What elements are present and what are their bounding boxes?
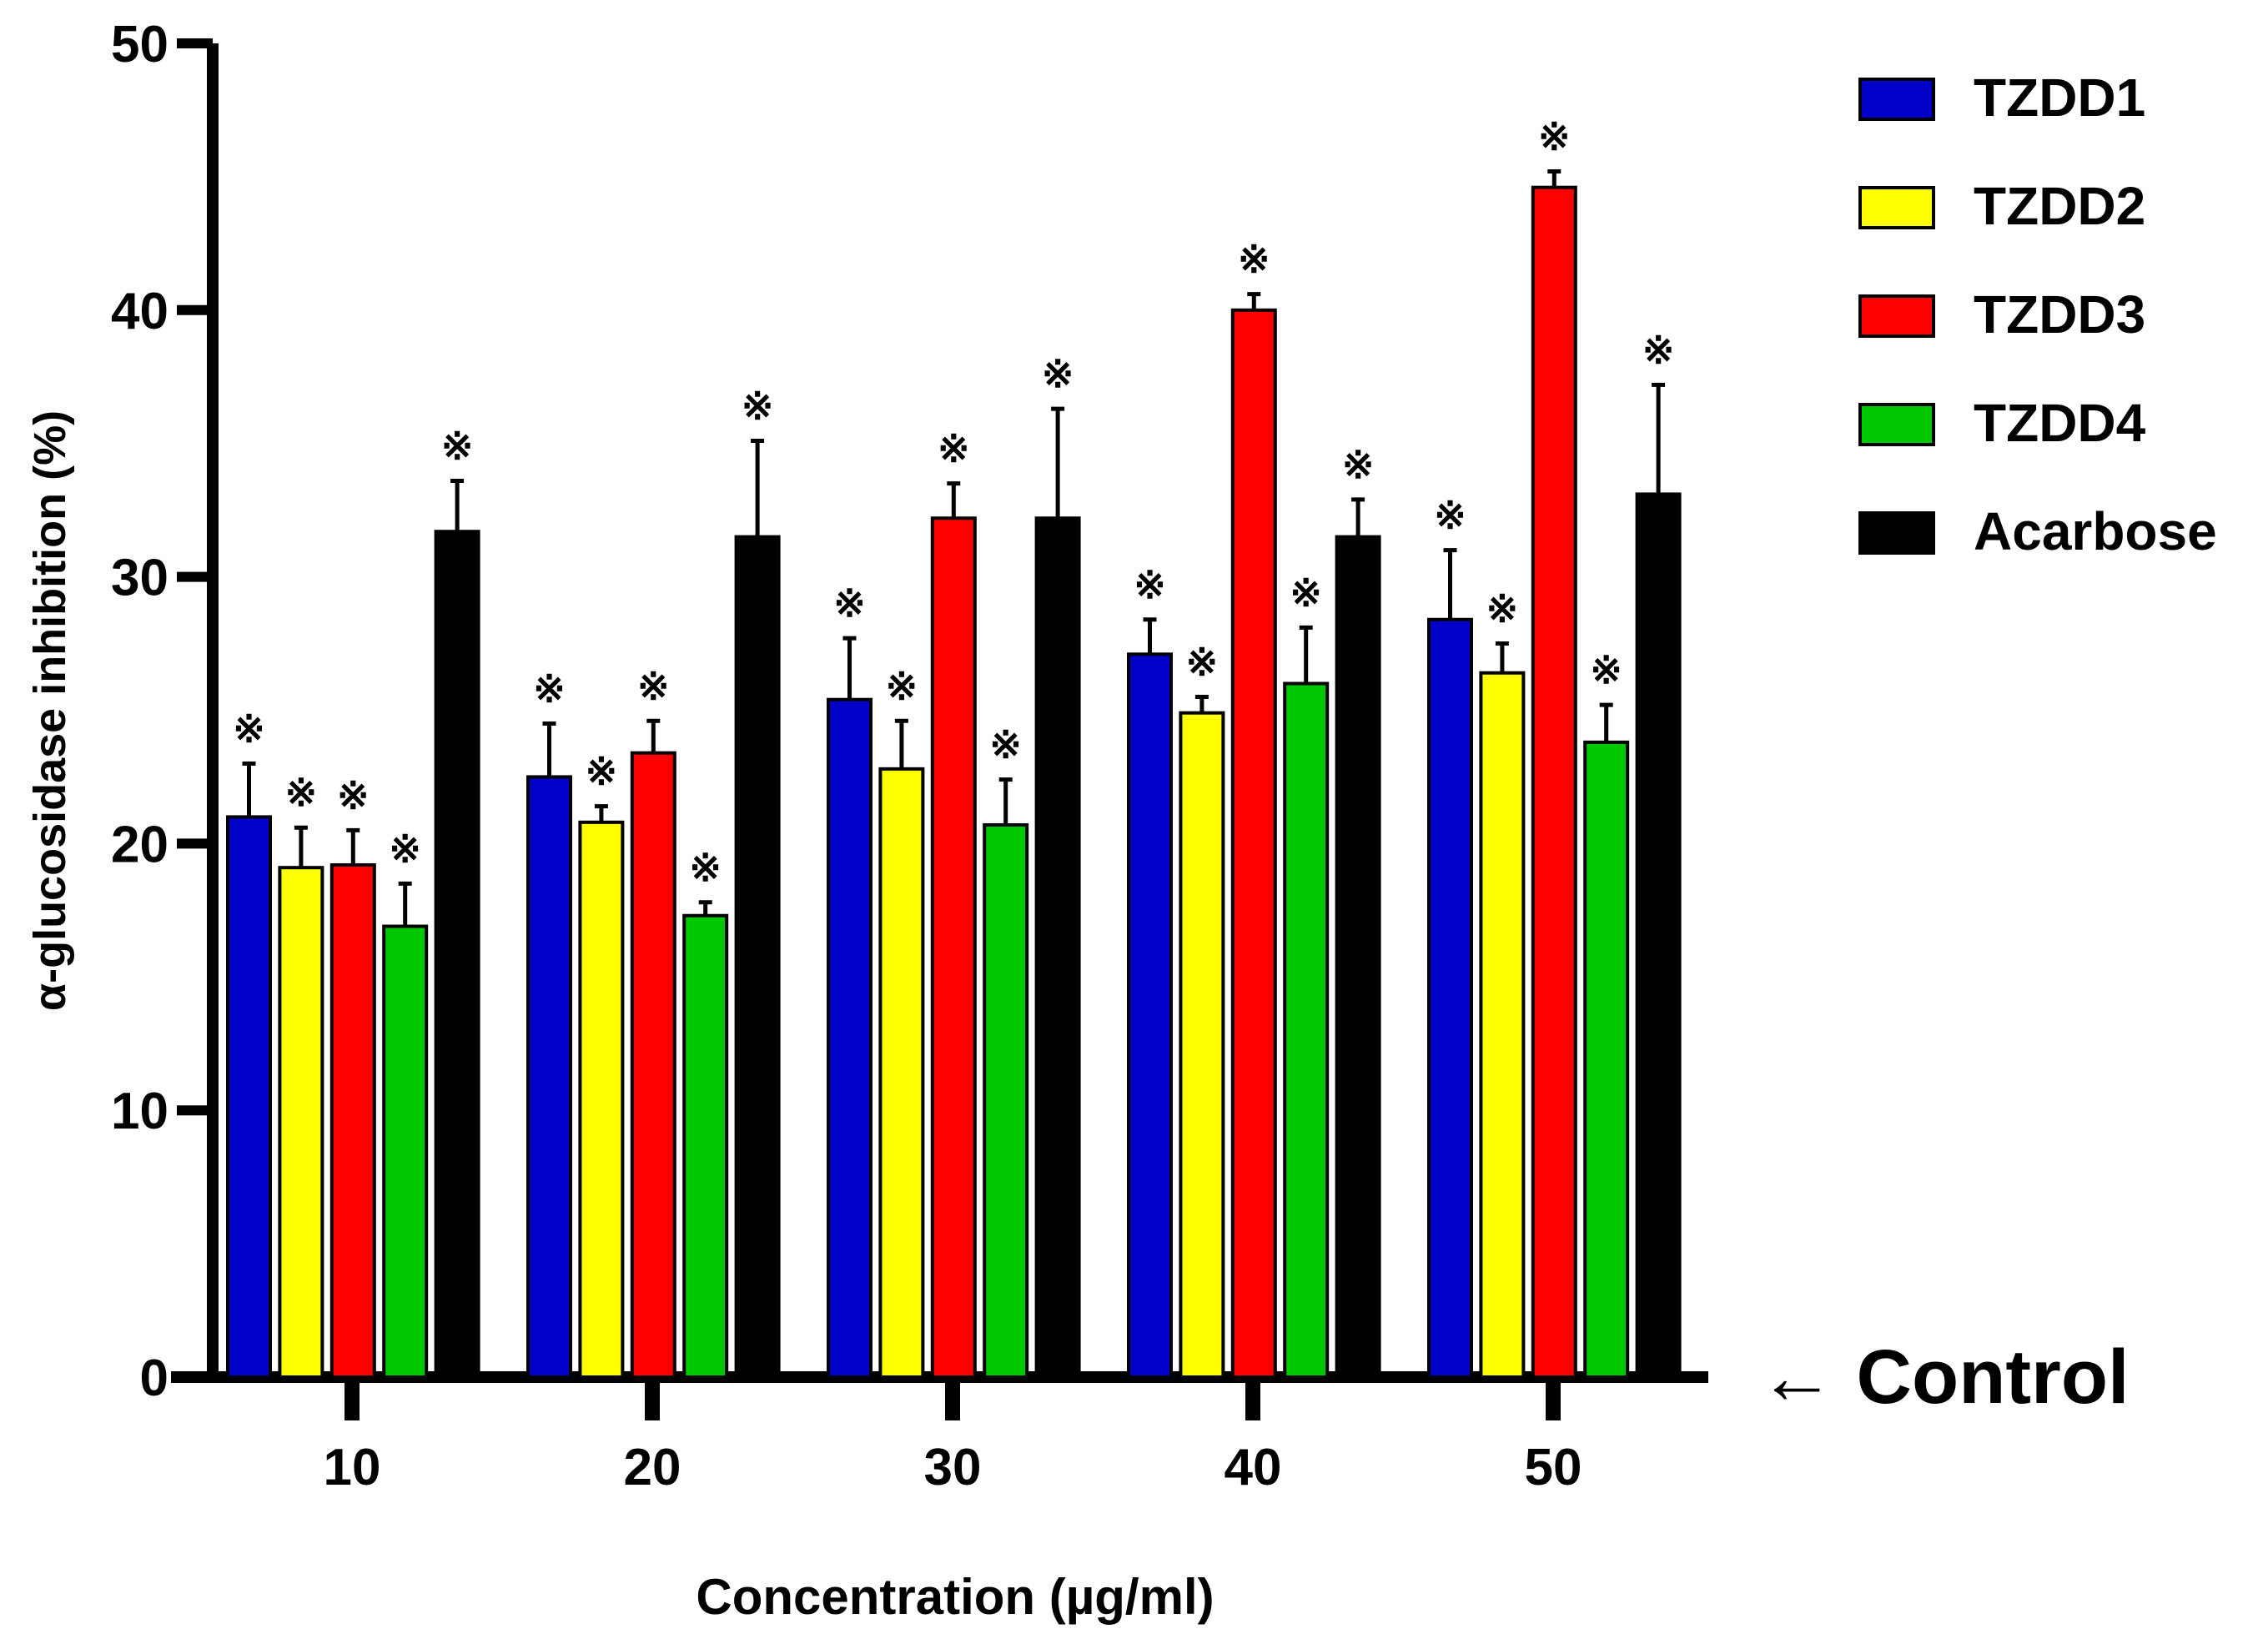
- significance-marker: ※: [441, 424, 474, 467]
- legend-label: Acarbose: [1974, 501, 2217, 561]
- x-tick-label: 50: [1525, 1439, 1582, 1496]
- legend-label: TZDD4: [1974, 393, 2146, 453]
- x-tick-label: 40: [1225, 1439, 1282, 1496]
- significance-marker: ※: [689, 846, 722, 889]
- significance-marker: ※: [1290, 571, 1322, 614]
- bar: [1635, 492, 1682, 1379]
- bar: [578, 820, 625, 1379]
- bar: [382, 924, 429, 1379]
- bar: [878, 767, 925, 1379]
- bar: [278, 866, 324, 1379]
- bar: [630, 751, 676, 1379]
- significance-marker: ※: [886, 664, 918, 707]
- bar: [1179, 711, 1225, 1379]
- legend-swatch: [1858, 511, 1935, 555]
- significance-marker: ※: [1238, 238, 1270, 281]
- legend-label: TZDD3: [1974, 284, 2145, 344]
- legend-swatch: [1858, 294, 1935, 338]
- significance-marker: ※: [1538, 115, 1571, 158]
- significance-marker: ※: [637, 664, 670, 707]
- y-axis-label: α-glucosidase inhibition (%): [25, 410, 75, 1011]
- x-tick-label: 10: [324, 1439, 381, 1496]
- significance-marker: ※: [1134, 563, 1166, 606]
- significance-marker: ※: [1486, 587, 1519, 631]
- y-tick-label: 10: [111, 1083, 168, 1140]
- significance-marker: ※: [389, 827, 421, 870]
- significance-marker: ※: [1642, 328, 1675, 371]
- bar: [1427, 617, 1473, 1379]
- legend-swatch: [1858, 403, 1935, 446]
- x-tick-label: 20: [624, 1439, 681, 1496]
- bar: [1127, 652, 1173, 1379]
- y-tick-label: 50: [111, 16, 168, 73]
- bar: [930, 516, 977, 1379]
- significance-marker: ※: [1434, 494, 1466, 537]
- legend-swatch: [1858, 78, 1935, 121]
- x-axis-label: Concentration (µg/ml): [696, 1569, 1214, 1625]
- y-tick-label: 20: [111, 816, 168, 873]
- significance-marker: ※: [989, 723, 1022, 767]
- bar: [1531, 185, 1577, 1379]
- x-tick-label: 30: [924, 1439, 982, 1496]
- legend-label: TZDD2: [1974, 176, 2145, 236]
- bar: [1583, 740, 1630, 1379]
- y-ticks: 0 10 20 30 40 50: [111, 16, 213, 1407]
- bar: [1034, 516, 1081, 1379]
- bar: [682, 913, 729, 1379]
- significance-marker: ※: [1042, 352, 1074, 395]
- significance-marker: ※: [938, 427, 970, 470]
- significance-marker: ※: [1186, 641, 1219, 684]
- significance-marker: ※: [533, 666, 566, 710]
- significance-marker: ※: [285, 771, 318, 814]
- significance-marker: ※: [833, 581, 866, 625]
- bar: [329, 862, 376, 1379]
- bar: [734, 535, 781, 1379]
- bar: [434, 530, 480, 1379]
- legend-label: TZDD1: [1974, 68, 2145, 128]
- control-annotation: ← Control: [1758, 1335, 2130, 1420]
- x-ticks: 10 20 30 40 50: [324, 1377, 1582, 1496]
- bar: [1230, 308, 1277, 1379]
- bar: [1283, 681, 1330, 1379]
- significance-marker: ※: [1342, 443, 1375, 486]
- bar: [526, 775, 572, 1379]
- bar: [827, 697, 873, 1379]
- legend-swatch: [1858, 186, 1935, 229]
- significance-marker: ※: [1590, 648, 1622, 691]
- significance-marker: ※: [233, 706, 265, 750]
- bars: ※ ※ ※ ※ ※ ※ ※ ※ ※ ※ ※ ※ ※ ※ ※ ※ ※ ※ ※ ※ ※ ※ ※ ※ ※: [226, 115, 1682, 1379]
- y-tick-label: 30: [111, 550, 168, 607]
- legend: TZDD1 TZDD2 TZDD3 TZDD4 Acarbose: [1858, 68, 2217, 561]
- significance-marker: ※: [586, 750, 618, 793]
- y-tick-label: 0: [140, 1350, 168, 1407]
- significance-marker: ※: [337, 773, 370, 817]
- significance-marker: ※: [742, 385, 774, 428]
- y-tick-label: 40: [111, 283, 168, 340]
- bar: [1335, 535, 1381, 1379]
- bar: [983, 823, 1029, 1379]
- bar: [1479, 671, 1526, 1379]
- bar: [226, 815, 272, 1379]
